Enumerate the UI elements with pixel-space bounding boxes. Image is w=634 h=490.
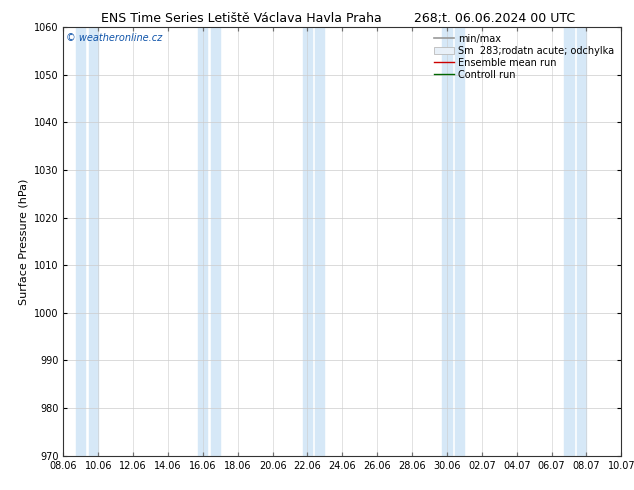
Y-axis label: Surface Pressure (hPa): Surface Pressure (hPa) [18,178,29,304]
Bar [198,27,207,456]
Bar [303,27,312,456]
Bar [577,27,586,456]
Text: 268;t. 06.06.2024 00 UTC: 268;t. 06.06.2024 00 UTC [414,12,575,25]
Text: © weatheronline.cz: © weatheronline.cz [66,33,162,44]
Bar [210,27,219,456]
Text: ENS Time Series Letiště Václava Havla Praha: ENS Time Series Letiště Václava Havla Pr… [101,12,381,25]
Bar [76,27,86,456]
Bar [443,27,451,456]
Bar [564,27,574,456]
Bar [455,27,463,456]
Legend: min/max, Sm  283;rodatn acute; odchylka, Ensemble mean run, Controll run: min/max, Sm 283;rodatn acute; odchylka, … [432,32,616,81]
Bar [315,27,324,456]
Bar [89,27,98,456]
